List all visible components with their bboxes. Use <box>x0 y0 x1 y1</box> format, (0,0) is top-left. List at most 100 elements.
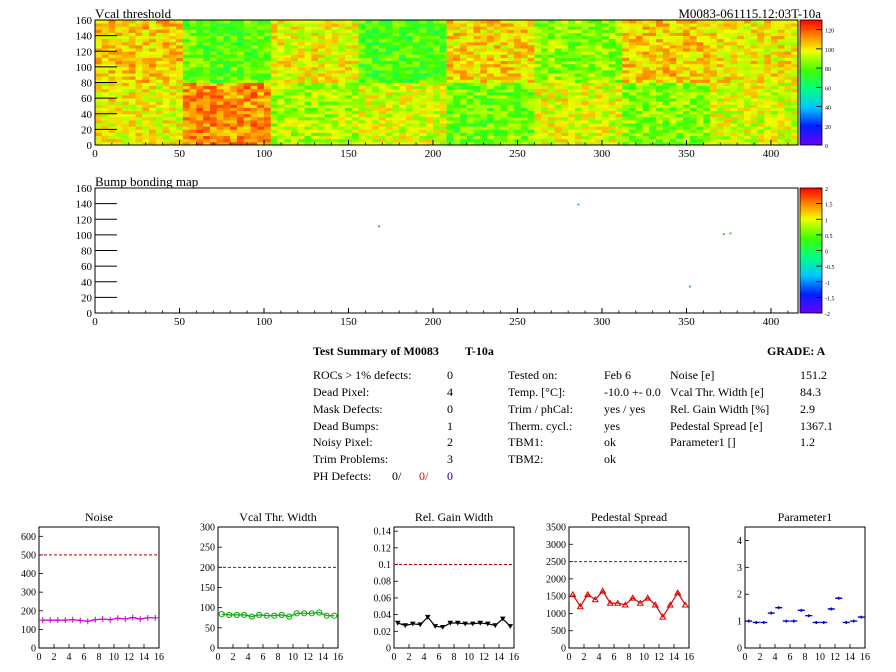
heatmap-cell <box>656 120 664 124</box>
heatmap-cell <box>541 141 549 146</box>
heatmap-cell <box>392 135 400 140</box>
heatmap-cell <box>365 113 373 118</box>
heatmap-cell <box>581 79 589 83</box>
heatmap-cell <box>297 79 305 83</box>
heatmap-cell <box>216 132 224 137</box>
heatmap-cell <box>223 32 231 37</box>
heatmap-cell <box>162 123 170 127</box>
heatmap-cell <box>561 82 569 87</box>
heatmap-cell <box>547 129 556 133</box>
heatmap-cell <box>345 91 353 96</box>
heatmap-cell <box>716 123 725 127</box>
heatmap-cell <box>263 29 272 33</box>
heatmap-cell <box>223 38 231 43</box>
heatmap-cell <box>615 76 623 80</box>
heatmap-cell <box>514 45 522 49</box>
heatmap-cell <box>149 23 157 27</box>
heatmap-cell <box>351 70 360 74</box>
heatmap-cell <box>622 51 630 55</box>
heatmap-cell <box>162 91 170 96</box>
heatmap-cell <box>561 38 569 43</box>
heatmap-cell <box>683 41 691 46</box>
heatmap-cell <box>520 132 529 137</box>
heatmap-cell <box>635 85 643 90</box>
heatmap-cell <box>426 32 434 37</box>
heatmap-cell <box>561 41 569 46</box>
heatmap-cell <box>595 38 603 43</box>
small-plot-point <box>477 620 484 626</box>
heatmap-cell <box>669 79 677 83</box>
heatmap-cell <box>311 129 319 133</box>
heatmap-cell <box>392 110 400 115</box>
heatmap-cell <box>230 54 238 58</box>
heatmap-cell <box>385 41 393 46</box>
heatmap-cell <box>385 126 393 130</box>
heatmap-cell <box>635 60 643 65</box>
heatmap-cell <box>676 35 684 40</box>
small-plot-point <box>599 587 607 594</box>
heatmap-cell <box>372 138 380 143</box>
heatmap-cell <box>304 35 312 40</box>
heatmap-cell <box>689 51 698 55</box>
heatmap-cell <box>473 35 481 40</box>
heatmap-cell <box>216 82 224 87</box>
heatmap-cell <box>162 104 170 108</box>
heatmap-cell <box>527 23 535 27</box>
heatmap-cell <box>466 135 474 140</box>
heatmap-cell <box>696 138 704 143</box>
heatmap-cell <box>453 95 461 99</box>
heatmap-cell <box>750 132 758 137</box>
heatmap-cell <box>743 79 752 83</box>
heatmap-cell <box>574 45 583 49</box>
heatmap-cell <box>169 63 177 68</box>
heatmap-cell <box>135 20 143 24</box>
heatmap-cell <box>683 29 691 33</box>
bump-x-tick-label: 250 <box>509 316 526 328</box>
small-plot-point <box>54 617 61 624</box>
heatmap-cell <box>122 113 130 118</box>
heatmap-cell <box>385 29 393 33</box>
heatmap-cell <box>561 73 569 77</box>
heatmap-cell <box>318 123 326 127</box>
heatmap-cell <box>500 63 508 68</box>
heatmap-cell <box>622 141 630 146</box>
small-plot-point <box>308 610 315 617</box>
heatmap-cell <box>250 35 258 40</box>
heatmap-cell <box>716 129 725 133</box>
heatmap-cell <box>615 41 623 46</box>
heatmap-cell <box>169 79 177 83</box>
bump-y-tick-label: 40 <box>81 277 93 289</box>
heatmap-cell <box>750 23 758 27</box>
heatmap-cell <box>703 54 711 58</box>
heatmap-cell <box>115 98 123 102</box>
small-plot-y-tick-label: 100 <box>200 603 215 614</box>
heatmap-cell <box>182 66 191 71</box>
heatmap-cell <box>128 126 136 130</box>
heatmap-cell <box>460 138 468 143</box>
heatmap-cell <box>257 123 265 127</box>
heatmap-cell <box>196 29 204 33</box>
heatmap-cell <box>466 38 474 43</box>
heatmap-cell <box>764 107 772 112</box>
heatmap-cell <box>351 57 360 62</box>
heatmap-cell <box>182 29 191 33</box>
heatmap-cell <box>209 123 218 127</box>
heatmap-cell <box>230 79 238 83</box>
heatmap-cell <box>223 79 231 83</box>
heatmap-cell <box>372 51 380 55</box>
heatmap-cell <box>324 76 332 80</box>
heatmap-cell <box>737 141 745 146</box>
heatmap-cell <box>453 135 461 140</box>
heatmap-cell <box>601 141 610 146</box>
vcal-threshold-title: Vcal threshold <box>95 6 172 21</box>
heatmap-cell <box>203 38 211 43</box>
heatmap-cell <box>689 57 698 62</box>
heatmap-cell <box>311 95 319 99</box>
heatmap-cell <box>676 63 684 68</box>
heatmap-cell <box>257 73 265 77</box>
heatmap-cell <box>581 23 589 27</box>
heatmap-cell <box>635 116 643 121</box>
heatmap-cell <box>649 38 657 43</box>
heatmap-cell <box>574 32 583 37</box>
heatmap-cell <box>743 129 752 133</box>
